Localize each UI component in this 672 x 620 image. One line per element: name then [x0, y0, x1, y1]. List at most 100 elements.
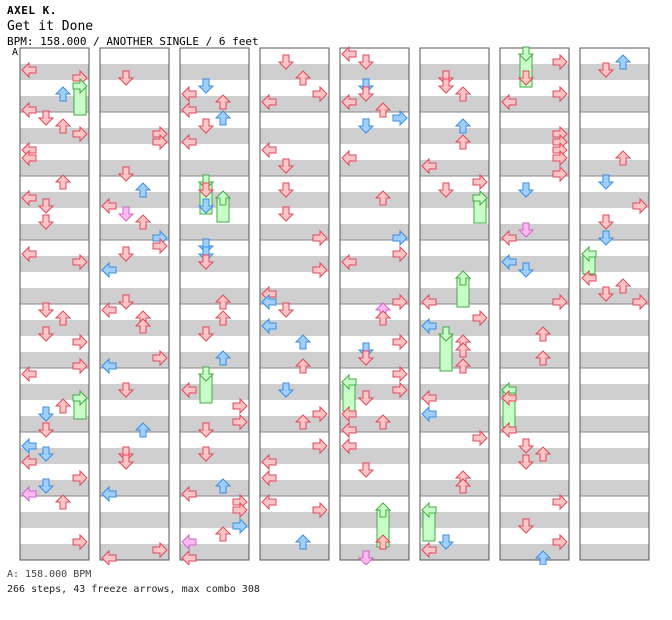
beat-stripe	[100, 544, 169, 560]
beat-stripe	[340, 304, 409, 320]
beat-stripe	[580, 48, 649, 64]
beat-stripe	[260, 64, 329, 80]
beat-stripe	[100, 48, 169, 64]
step-arrow	[277, 54, 295, 70]
beat-stripe	[420, 368, 489, 384]
step-arrow	[552, 493, 568, 511]
step-arrow	[37, 110, 55, 126]
step-arrow	[37, 302, 55, 318]
freeze-arrow-head	[421, 501, 437, 519]
step-arrow-blue	[294, 334, 312, 350]
beat-stripe	[340, 320, 409, 336]
beat-stripe	[580, 112, 649, 128]
step-arrow-blue	[597, 174, 615, 190]
beat-stripe	[420, 464, 489, 480]
beat-stripe	[500, 320, 569, 336]
step-arrow	[501, 421, 517, 439]
beat-stripe	[420, 544, 489, 560]
step-arrow	[632, 197, 648, 215]
step-arrow	[214, 94, 232, 110]
beat-stripe	[20, 320, 89, 336]
beat-stripe	[100, 352, 169, 368]
beat-stripe	[580, 208, 649, 224]
step-arrow	[552, 85, 568, 103]
step-arrow	[181, 485, 197, 503]
step-arrow	[312, 437, 328, 455]
beat-stripe	[500, 176, 569, 192]
beat-stripe	[500, 480, 569, 496]
beat-stripe	[500, 384, 569, 400]
step-arrow	[294, 414, 312, 430]
beat-stripe	[500, 256, 569, 272]
beat-stripe	[180, 432, 249, 448]
step-arrow	[552, 293, 568, 311]
step-arrow	[421, 389, 437, 407]
beat-stripe	[580, 224, 649, 240]
step-arrow-blue	[101, 485, 117, 503]
step-arrow-blue	[214, 110, 232, 126]
beat-stripe	[180, 384, 249, 400]
beat-stripe	[100, 160, 169, 176]
beat-stripe	[580, 448, 649, 464]
freeze-arrow-head	[72, 389, 88, 407]
step-arrow	[472, 173, 488, 191]
step-arrow	[392, 365, 408, 383]
step-arrow-blue	[454, 118, 472, 134]
step-arrow	[534, 350, 552, 366]
beat-stripe	[340, 160, 409, 176]
beat-stripe	[340, 512, 409, 528]
step-arrow-pink	[517, 222, 535, 238]
column-border	[419, 47, 490, 561]
beat-stripe	[340, 176, 409, 192]
step-arrow	[181, 133, 197, 151]
beat-stripe	[420, 128, 489, 144]
step-arrow-blue	[614, 54, 632, 70]
beat-stripe	[340, 288, 409, 304]
beat-stripe	[500, 352, 569, 368]
beat-stripe	[180, 112, 249, 128]
chart-column	[179, 47, 250, 561]
step-arrow	[181, 85, 197, 103]
beat-stripe	[100, 368, 169, 384]
step-arrow	[597, 286, 615, 302]
step-arrow	[72, 357, 88, 375]
step-arrow	[357, 350, 375, 366]
step-arrow	[117, 454, 135, 470]
step-arrow	[534, 446, 552, 462]
beat-stripe	[260, 176, 329, 192]
step-arrow	[437, 182, 455, 198]
beat-stripe	[100, 528, 169, 544]
beat-stripe	[20, 240, 89, 256]
step-arrow	[374, 190, 392, 206]
beat-stripe	[100, 496, 169, 512]
beat-stripe	[180, 96, 249, 112]
beat-stripe	[340, 528, 409, 544]
artist-name: AXEL K.	[7, 4, 57, 17]
chart-column	[579, 47, 650, 561]
beat-stripe	[500, 192, 569, 208]
beat-stripe	[180, 416, 249, 432]
step-arrow	[72, 469, 88, 487]
beat-stripe	[340, 112, 409, 128]
beat-stripe	[260, 128, 329, 144]
beat-stripe	[420, 112, 489, 128]
beat-stripe	[20, 304, 89, 320]
beat-stripe	[100, 336, 169, 352]
beat-stripe	[260, 320, 329, 336]
step-arrow	[454, 86, 472, 102]
step-arrow	[152, 349, 168, 367]
beat-stripe	[420, 96, 489, 112]
beat-stripe	[340, 400, 409, 416]
step-arrow	[54, 494, 72, 510]
beat-stripe	[180, 240, 249, 256]
beat-stripe	[500, 336, 569, 352]
step-arrow	[357, 462, 375, 478]
beat-stripe	[580, 96, 649, 112]
beat-stripe	[340, 256, 409, 272]
step-arrow	[54, 398, 72, 414]
step-arrow	[392, 333, 408, 351]
step-arrow-blue	[232, 517, 248, 535]
song-title: Get it Done	[7, 19, 94, 34]
beat-stripe	[340, 272, 409, 288]
beat-stripe	[340, 464, 409, 480]
